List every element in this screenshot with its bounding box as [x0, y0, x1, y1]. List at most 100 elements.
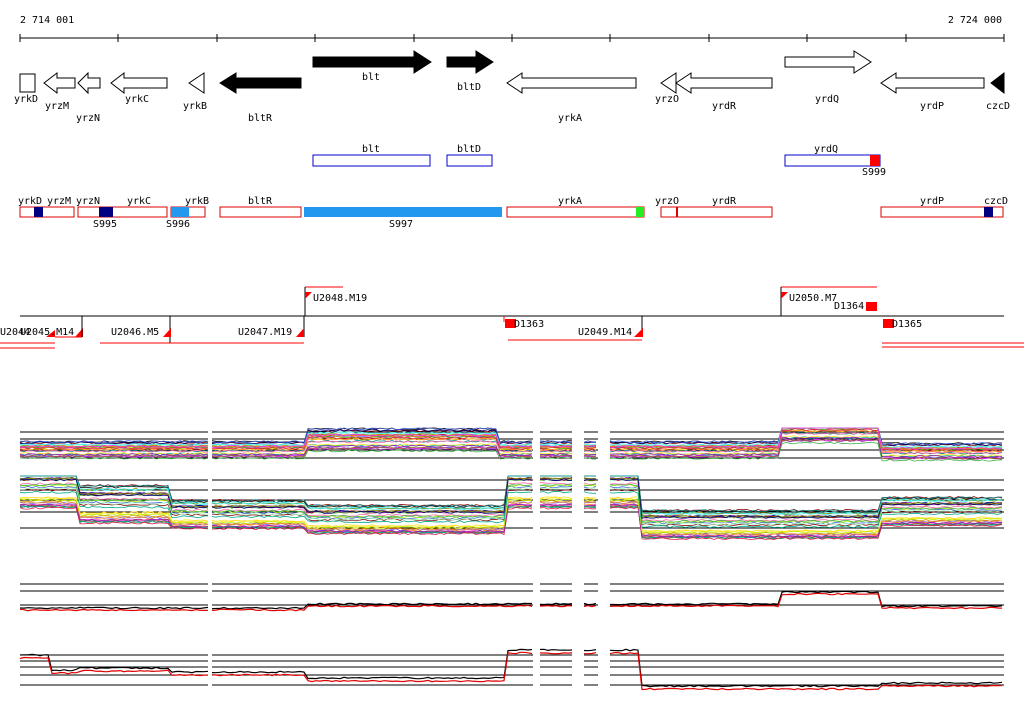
- panel-2-profile-line: [583, 506, 597, 509]
- transcript-end-U2049: [634, 328, 643, 337]
- gene-arrow-yrkB[interactable]: [188, 72, 205, 94]
- gene-arrow-yrzM[interactable]: [43, 71, 76, 95]
- orf-box-yrkD-yrzM[interactable]: [19, 206, 75, 218]
- terminator-label-D1365[interactable]: D1365: [892, 319, 922, 330]
- gene-arrow-yrdQ[interactable]: [784, 50, 872, 74]
- orf-track: yrkD yrzM yrzN yrkC yrkB bltR yrkA yrzO …: [18, 196, 1008, 230]
- panel-2-profile-line: [19, 501, 209, 526]
- panel-1-profile-line: [19, 447, 209, 451]
- terminator-label-D1364[interactable]: D1364: [834, 301, 864, 312]
- orf-box-yrdP-czcD[interactable]: [880, 206, 1004, 218]
- panel-1-profile-line: [609, 427, 1003, 450]
- panel-1-profile-line: [211, 428, 533, 445]
- gene-arrow-blt[interactable]: [312, 50, 432, 74]
- transcript-label-U2049[interactable]: U2049.M14: [578, 327, 632, 338]
- gene-arrow-bltR[interactable]: [219, 72, 302, 94]
- transcript-label-U2048[interactable]: U2048.M19: [313, 293, 367, 304]
- panel-1-profile-line: [583, 452, 597, 455]
- orf-label-yrkD: yrkD: [18, 196, 42, 207]
- box-mark-S999[interactable]: [870, 155, 880, 166]
- panel-2-profile-line: [539, 503, 573, 507]
- panel-4-profile-line: [19, 656, 209, 677]
- panel-2-profile-line: [583, 497, 597, 500]
- panel-1-profile-line: [583, 440, 597, 444]
- panel-2-profile-line: [539, 477, 573, 480]
- panel-2-profile-line: [583, 498, 597, 501]
- orf-box-bltR[interactable]: [219, 206, 302, 218]
- gene-track: yrkD yrzM yrzN yrkC yrkB bltR blt bltD y…: [14, 50, 1010, 124]
- panel-4-profile-line: [609, 648, 1003, 688]
- panel-3-profile-line: [610, 590, 1003, 608]
- terminator-D1364: [866, 302, 877, 311]
- panel-2-profile-line: [211, 491, 533, 524]
- gene-label-blt: blt: [362, 72, 380, 83]
- panel-2-profile-line: [539, 499, 573, 503]
- gene-arrow-yrdP[interactable]: [880, 72, 985, 94]
- transcript-label-U2046[interactable]: U2046.M5: [111, 327, 159, 338]
- panel-2-profile-line: [211, 475, 532, 510]
- panel-2-profile-line: [19, 505, 209, 530]
- orf-mark-S995: [99, 207, 113, 217]
- gene-arrow-yrkD[interactable]: [19, 73, 36, 93]
- panel-1-profile-line: [539, 446, 573, 450]
- panel-2-profile-line: [539, 487, 573, 490]
- orf-label-yrzO: yrzO: [655, 196, 679, 207]
- orf-box-yrkA[interactable]: [506, 206, 645, 218]
- gene-label-yrkA: yrkA: [558, 113, 582, 124]
- orf-mark-S996: [171, 207, 189, 217]
- panel-3-profile-line: [583, 602, 597, 606]
- panel-1-profile-line: [583, 456, 597, 460]
- panel-2-profile-line: [583, 482, 597, 486]
- gene-arrow-yrzN[interactable]: [77, 71, 101, 95]
- transcript-label-U2047[interactable]: U2047.M19: [238, 327, 292, 338]
- axis-end-label: 2 724 000: [948, 15, 1002, 26]
- panel-1-profile-line: [539, 456, 573, 460]
- orf-box-yrzO-yrdR[interactable]: [660, 206, 773, 218]
- panel-4-profile-line: [539, 648, 573, 652]
- panel-2-profile-line: [609, 501, 1003, 536]
- orf-mark-S997[interactable]: [304, 207, 502, 217]
- orf-label-yrdR: yrdR: [712, 196, 737, 207]
- transcript-label-U2044[interactable]: U2044: [0, 327, 30, 338]
- panel-3-profile-line: [539, 602, 573, 606]
- transcript-label-U2050[interactable]: U2050.M7: [789, 293, 837, 304]
- terminator-D1363: [505, 319, 516, 328]
- coordinate-axis: 2 714 001 2 724 000: [19, 15, 1005, 42]
- gene-arrow-bltD[interactable]: [446, 50, 494, 74]
- panel-2-profile-line: [609, 499, 1003, 535]
- panel-4-profile-line: [211, 648, 533, 680]
- panel-2-profile-line: [539, 488, 573, 492]
- box-yrdQ[interactable]: [784, 154, 881, 167]
- panel-2-profile-line: [609, 487, 1003, 526]
- transcript-label-U2045[interactable]: U2045.M14: [20, 327, 74, 338]
- box-blt[interactable]: [312, 154, 431, 167]
- gene-label-yrzM: yrzM: [45, 101, 69, 112]
- orf-box-yrzN-yrkC[interactable]: [77, 206, 168, 218]
- gene-arrow-yrzO[interactable]: [660, 72, 677, 94]
- panel-2-profile-line: [212, 505, 533, 534]
- panel-2-profile-line: [19, 503, 209, 528]
- panel-1-profile-line: [583, 443, 597, 446]
- panel-1-profile-line: [609, 432, 1003, 455]
- panel-2-profile-line: [211, 488, 533, 522]
- panel-2-profile-line: [609, 497, 1003, 533]
- transcript-start-U2050: [781, 292, 788, 299]
- box-bltD[interactable]: [446, 154, 493, 167]
- panel-2-profile-line: [583, 488, 597, 491]
- gene-arrow-yrkC[interactable]: [110, 71, 168, 95]
- panel-1-profile-line: [19, 440, 209, 443]
- panel-1-profile-line: [609, 428, 1003, 452]
- gene-label-yrkC: yrkC: [125, 94, 149, 105]
- gene-arrow-yrdR[interactable]: [675, 72, 773, 94]
- gene-label-czcD: czcD: [986, 101, 1010, 112]
- panel-1-profile-line: [211, 449, 533, 460]
- panel-2-profile-line: [609, 478, 1003, 519]
- gene-arrow-yrkA[interactable]: [506, 72, 637, 94]
- orf-label-yrzM: yrzM: [47, 196, 71, 207]
- terminator-label-D1363[interactable]: D1363: [514, 319, 544, 330]
- gene-arrow-czcD[interactable]: [990, 71, 1005, 95]
- orf-label-bltR: bltR: [248, 196, 273, 207]
- panel-2-profile-line: [211, 484, 533, 518]
- panel-1-profile-line: [19, 440, 209, 444]
- orf-label-yrkB: yrkB: [185, 196, 209, 207]
